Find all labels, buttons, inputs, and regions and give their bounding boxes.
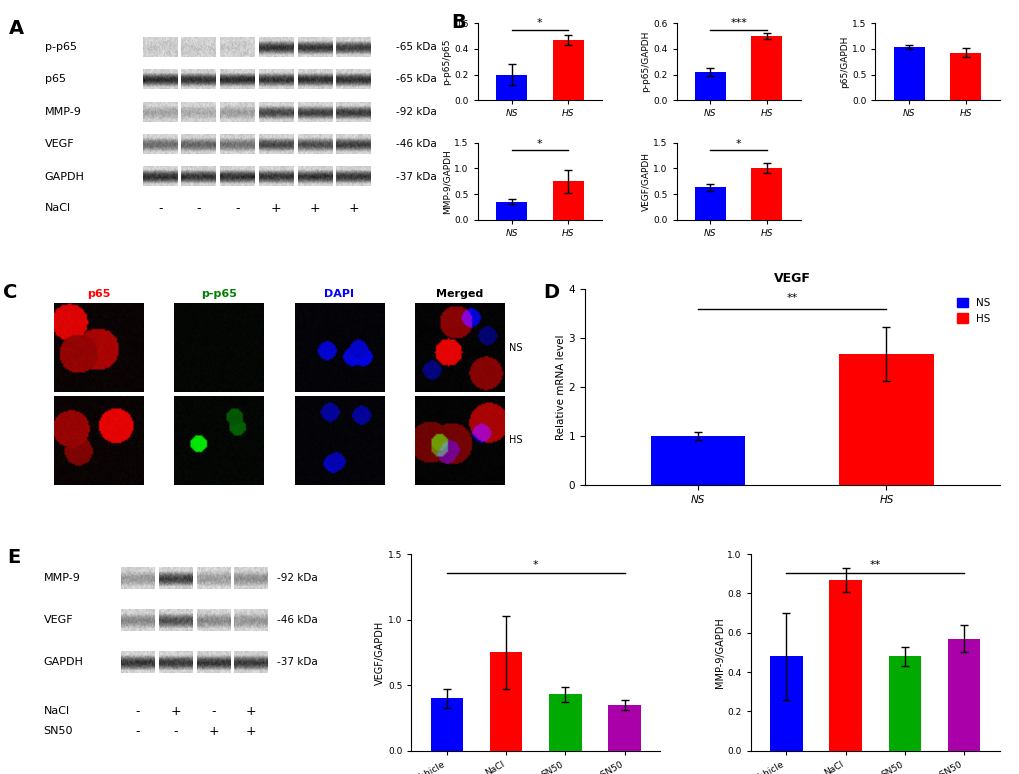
Text: +: + bbox=[246, 724, 257, 738]
Text: -92 kDa: -92 kDa bbox=[277, 573, 318, 583]
Text: -: - bbox=[211, 705, 216, 718]
Text: MMP-9: MMP-9 bbox=[45, 107, 82, 117]
Text: C: C bbox=[3, 283, 17, 302]
Bar bbox=[947, 639, 979, 751]
Text: -: - bbox=[173, 724, 178, 738]
Bar bbox=[751, 36, 782, 101]
Bar bbox=[950, 53, 980, 101]
Text: -: - bbox=[235, 201, 239, 214]
Bar bbox=[888, 656, 920, 751]
Text: -92 kDa: -92 kDa bbox=[395, 107, 436, 117]
Text: GAPDH: GAPDH bbox=[45, 172, 85, 182]
Text: VEGF: VEGF bbox=[45, 139, 74, 149]
Text: ***: *** bbox=[730, 19, 746, 29]
Text: DAPI: DAPI bbox=[324, 289, 354, 299]
Text: +: + bbox=[347, 201, 359, 214]
Text: VEGF: VEGF bbox=[44, 615, 73, 625]
Bar bbox=[694, 72, 726, 101]
Text: NaCl: NaCl bbox=[45, 203, 71, 213]
Text: +: + bbox=[271, 201, 281, 214]
Text: -65 kDa: -65 kDa bbox=[395, 42, 436, 52]
Bar bbox=[694, 187, 726, 220]
Text: -: - bbox=[158, 201, 162, 214]
Text: **: ** bbox=[869, 560, 880, 570]
Text: *: * bbox=[735, 139, 741, 149]
Bar bbox=[495, 74, 527, 101]
Text: -46 kDa: -46 kDa bbox=[395, 139, 436, 149]
Text: p-p65: p-p65 bbox=[45, 42, 76, 52]
Text: -37 kDa: -37 kDa bbox=[395, 172, 436, 182]
Text: D: D bbox=[543, 283, 558, 302]
Text: +: + bbox=[208, 724, 219, 738]
Bar bbox=[893, 47, 924, 101]
Text: NaCl: NaCl bbox=[44, 707, 69, 717]
Bar bbox=[495, 202, 527, 220]
Y-axis label: p65/GAPDH: p65/GAPDH bbox=[840, 36, 849, 88]
Text: *: * bbox=[537, 139, 542, 149]
Bar bbox=[769, 656, 802, 751]
Text: p-p65: p-p65 bbox=[201, 289, 237, 299]
Text: Merged: Merged bbox=[435, 289, 483, 299]
Text: -: - bbox=[136, 724, 141, 738]
Title: VEGF: VEGF bbox=[773, 272, 810, 285]
Text: MMP-9: MMP-9 bbox=[44, 573, 81, 583]
Text: **: ** bbox=[786, 293, 797, 303]
Bar bbox=[828, 580, 861, 751]
Text: A: A bbox=[9, 19, 23, 38]
Text: GAPDH: GAPDH bbox=[44, 657, 84, 667]
Legend: NS, HS: NS, HS bbox=[952, 294, 994, 328]
Bar bbox=[489, 652, 522, 751]
Text: SN50: SN50 bbox=[44, 726, 73, 736]
Bar bbox=[430, 698, 463, 751]
Bar bbox=[548, 694, 581, 751]
Text: p65: p65 bbox=[88, 289, 111, 299]
Y-axis label: MMP-9/GAPDH: MMP-9/GAPDH bbox=[714, 617, 723, 688]
Text: E: E bbox=[7, 548, 20, 567]
Y-axis label: VEGF/GAPDH: VEGF/GAPDH bbox=[641, 152, 650, 211]
Y-axis label: p-p65/GAPDH: p-p65/GAPDH bbox=[641, 31, 650, 92]
Text: -65 kDa: -65 kDa bbox=[395, 74, 436, 84]
Text: -37 kDa: -37 kDa bbox=[277, 657, 318, 667]
Text: NS: NS bbox=[508, 343, 522, 352]
Bar bbox=[552, 181, 583, 220]
Text: +: + bbox=[170, 705, 181, 718]
Text: +: + bbox=[246, 705, 257, 718]
Y-axis label: Relative mRNA level: Relative mRNA level bbox=[555, 334, 566, 440]
Text: +: + bbox=[309, 201, 320, 214]
Bar bbox=[552, 40, 583, 101]
Bar bbox=[839, 354, 932, 485]
Text: p65: p65 bbox=[45, 74, 66, 84]
Bar bbox=[751, 168, 782, 220]
Text: -46 kDa: -46 kDa bbox=[277, 615, 318, 625]
Bar bbox=[607, 705, 640, 751]
Text: B: B bbox=[451, 13, 466, 33]
Text: -: - bbox=[197, 201, 201, 214]
Text: *: * bbox=[532, 560, 538, 570]
Text: -: - bbox=[136, 705, 141, 718]
Bar bbox=[650, 437, 744, 485]
Text: HS: HS bbox=[508, 436, 522, 446]
Y-axis label: p-p65/p65: p-p65/p65 bbox=[442, 39, 451, 85]
Y-axis label: VEGF/GAPDH: VEGF/GAPDH bbox=[375, 620, 385, 684]
Text: *: * bbox=[537, 19, 542, 29]
Y-axis label: MMP-9/GAPDH: MMP-9/GAPDH bbox=[442, 149, 451, 214]
